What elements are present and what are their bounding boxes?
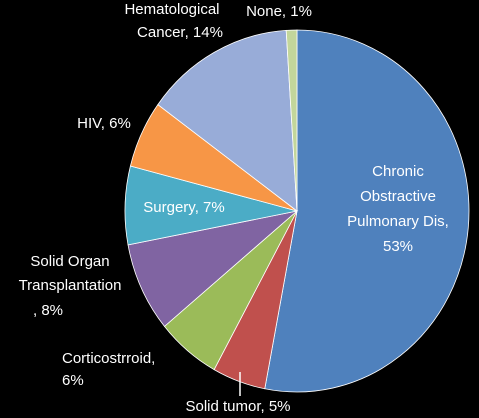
pie-slice xyxy=(285,29,298,212)
data-label: , 8% xyxy=(33,302,63,319)
pie-slice xyxy=(157,29,298,212)
data-label: Transplantation xyxy=(19,277,122,294)
data-labels: Chronic Obstractive Pulmonary Dis, 53% Solid… xyxy=(19,1,449,415)
data-label: 53% xyxy=(383,238,413,255)
data-label: Solid tumor, 5% xyxy=(185,398,290,415)
data-label: Solid Organ xyxy=(30,253,109,270)
pie xyxy=(124,29,470,393)
data-label: Surgery, 7% xyxy=(143,199,224,216)
data-label: Corticostrroid, xyxy=(62,350,155,367)
data-label: Chronic xyxy=(372,163,424,180)
data-label: Cancer, 14% xyxy=(137,24,223,41)
data-label: None, 1% xyxy=(246,3,312,20)
data-label: Obstractive xyxy=(360,188,436,205)
data-label: Hematological xyxy=(124,1,219,18)
pie-slice xyxy=(264,29,470,393)
pie-slice xyxy=(127,210,299,327)
data-label: HIV, 6% xyxy=(77,115,131,132)
data-label: 6% xyxy=(62,372,84,389)
data-label: Pulmonary Dis, xyxy=(347,213,449,230)
